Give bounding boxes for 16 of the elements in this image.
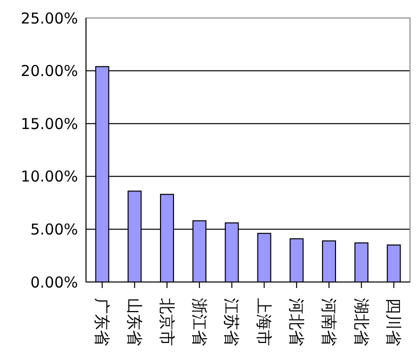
x-tick-label: 江苏省: [222, 298, 242, 346]
x-tick-label: 山东省: [125, 298, 144, 346]
x-tick-label: 河北省: [287, 298, 306, 346]
y-tick-label: 10.00%: [20, 168, 78, 186]
x-tick-label: 四川省: [384, 298, 404, 346]
x-tick-label: 浙江省: [190, 298, 209, 346]
x-tick-label: 上海市: [254, 298, 274, 346]
y-tick-label: 0.00%: [30, 273, 78, 292]
y-tick-label: 15.00%: [20, 114, 78, 133]
x-tick-label: 广东省: [92, 298, 112, 346]
y-tick-label: 5.00%: [30, 220, 78, 239]
x-tick-label: 湖北省: [352, 298, 371, 346]
y-tick-label: 25.00%: [20, 9, 78, 28]
x-tick-label: 河南省: [319, 298, 338, 346]
x-tick-label: 北京市: [157, 298, 176, 346]
y-tick-label: 20.00%: [20, 62, 78, 80]
